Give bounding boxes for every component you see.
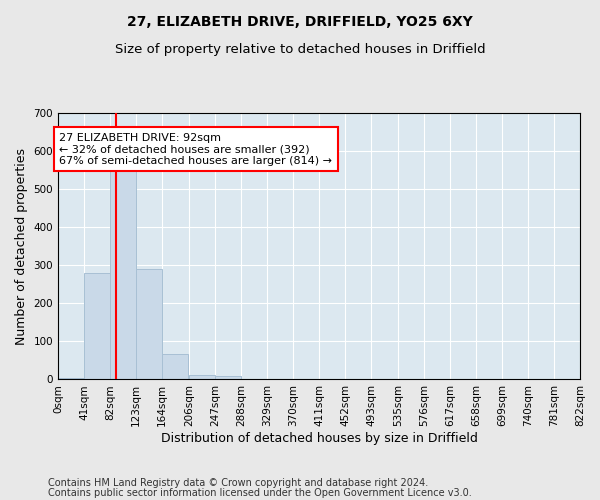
X-axis label: Distribution of detached houses by size in Driffield: Distribution of detached houses by size … bbox=[161, 432, 478, 445]
Bar bbox=[136, 269, 162, 380]
Text: Size of property relative to detached houses in Driffield: Size of property relative to detached ho… bbox=[115, 42, 485, 56]
Bar bbox=[189, 375, 215, 380]
Bar bbox=[84, 273, 110, 380]
Text: Contains HM Land Registry data © Crown copyright and database right 2024.: Contains HM Land Registry data © Crown c… bbox=[48, 478, 428, 488]
Y-axis label: Number of detached properties: Number of detached properties bbox=[15, 148, 28, 344]
Bar bbox=[215, 376, 241, 380]
Bar bbox=[58, 378, 84, 380]
Text: 27, ELIZABETH DRIVE, DRIFFIELD, YO25 6XY: 27, ELIZABETH DRIVE, DRIFFIELD, YO25 6XY bbox=[127, 15, 473, 29]
Bar bbox=[110, 166, 136, 380]
Bar bbox=[162, 354, 188, 380]
Text: 27 ELIZABETH DRIVE: 92sqm
← 32% of detached houses are smaller (392)
67% of semi: 27 ELIZABETH DRIVE: 92sqm ← 32% of detac… bbox=[59, 132, 332, 166]
Text: Contains public sector information licensed under the Open Government Licence v3: Contains public sector information licen… bbox=[48, 488, 472, 498]
